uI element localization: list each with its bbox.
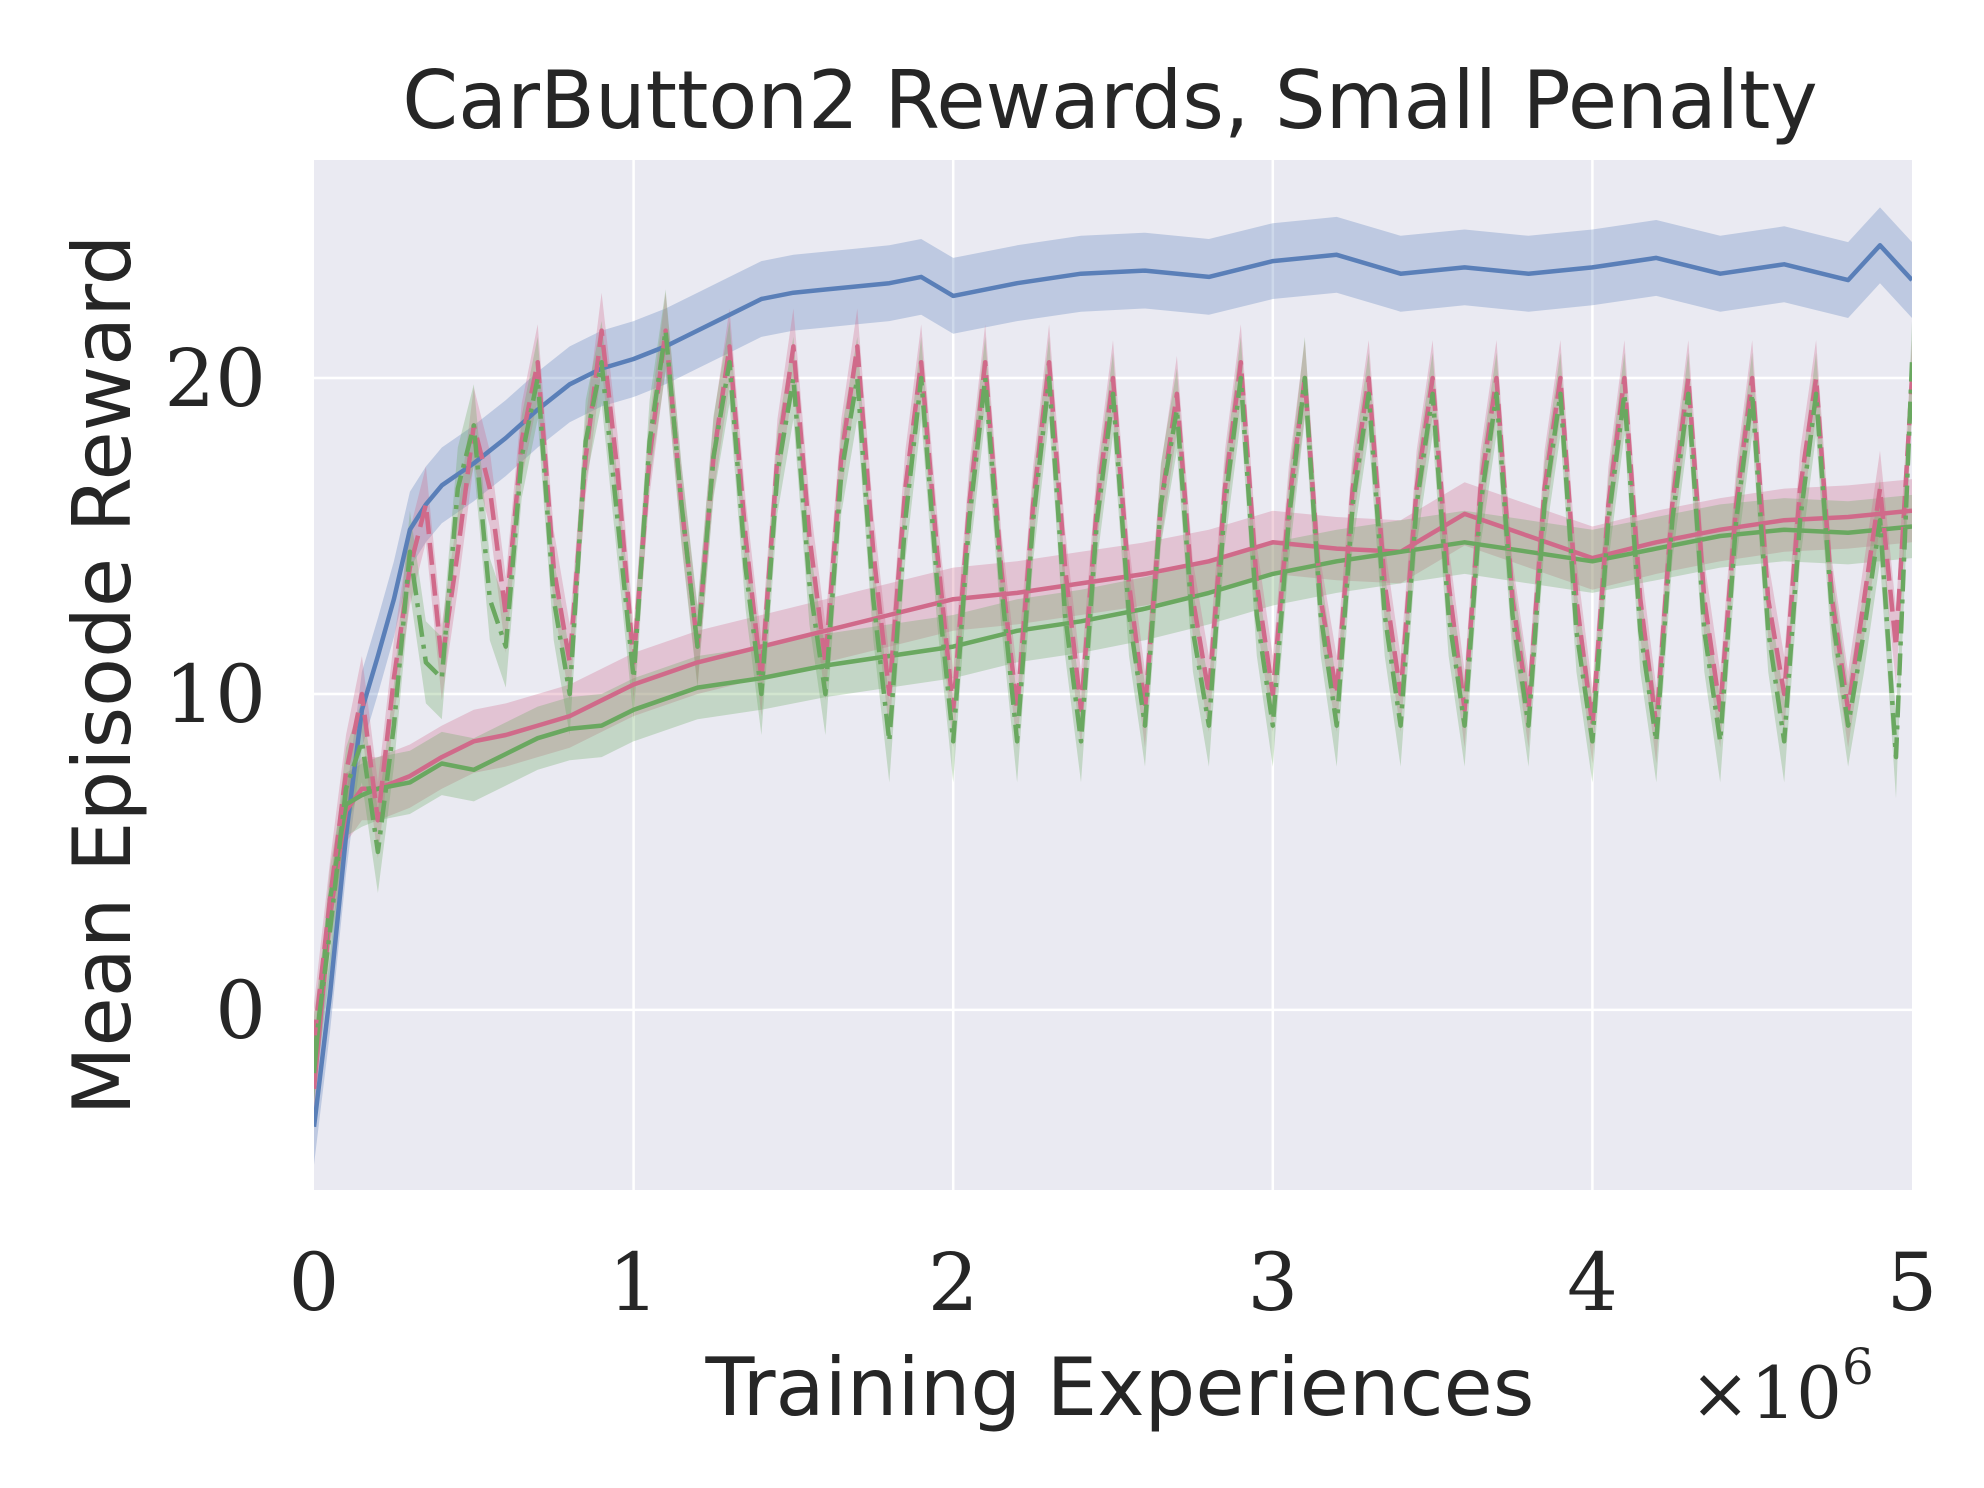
x-tick-label: 0: [289, 1236, 340, 1329]
x-tick-label: 5: [1887, 1236, 1938, 1329]
band-blue-solid: [314, 207, 1912, 1165]
x-axis-label: Training Experiences: [705, 1341, 1535, 1434]
band-rose-dashed-oscillating: [314, 292, 1912, 1080]
line-blue-solid: [314, 243, 1912, 1128]
x-offset-exponent: 6: [1842, 1338, 1874, 1396]
x-tick-labels: 0 1 2 3 4 5: [289, 1236, 1938, 1329]
x-tick-label: 1: [608, 1236, 659, 1329]
y-tick-label: 10: [164, 648, 266, 741]
y-tick-labels: 0 10 20: [164, 332, 266, 1057]
x-tick-label: 2: [928, 1236, 979, 1329]
y-axis-label: Mean Episode Reward: [56, 235, 149, 1116]
line-green-dashdot-oscillating: [314, 328, 1912, 1058]
line-green-solid: [314, 524, 1912, 1074]
plot-area: [314, 160, 1912, 1190]
x-tick-label: 3: [1247, 1236, 1298, 1329]
y-tick-label: 0: [215, 964, 266, 1057]
band-green-dashdot-oscillating: [314, 289, 1912, 1099]
band-rose-solid: [314, 479, 1912, 1121]
x-offset-base: ×10: [1690, 1351, 1842, 1435]
y-tick-label: 20: [164, 332, 266, 425]
x-tick-label: 4: [1567, 1236, 1618, 1329]
series-lines: [314, 243, 1912, 1128]
x-offset-label: ×106: [1690, 1338, 1874, 1435]
chart-title: CarButton2 Rewards, Small Penalty: [402, 54, 1817, 147]
